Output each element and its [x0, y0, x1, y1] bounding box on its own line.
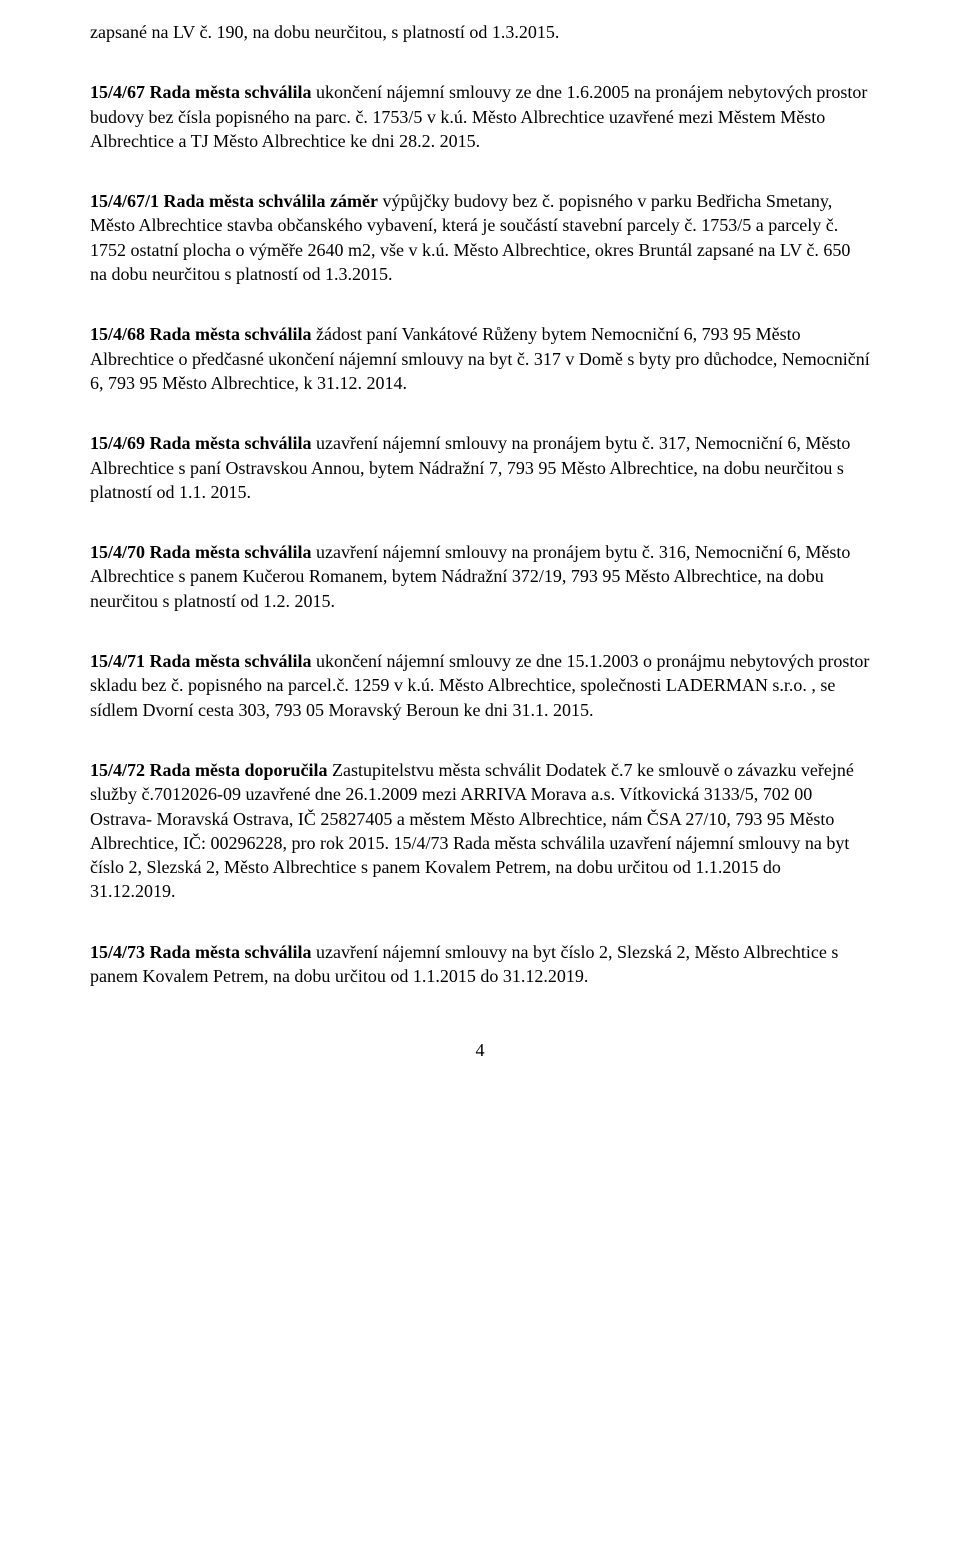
resolution-paragraph: 15/4/72 Rada města doporučila Zastupitel…: [90, 758, 870, 904]
resolution-heading: 15/4/70 Rada města schválila: [90, 542, 312, 562]
resolution-heading: 15/4/67/1 Rada města schválila záměr: [90, 191, 378, 211]
body-text: Zastupitelstvu města schválit Dodatek č.…: [90, 760, 854, 901]
resolution-heading: 15/4/69 Rada města schválila: [90, 433, 312, 453]
resolution-paragraph: 15/4/71 Rada města schválila ukončení ná…: [90, 649, 870, 722]
resolution-paragraph: 15/4/68 Rada města schválila žádost paní…: [90, 322, 870, 395]
body-text: zapsané na LV č. 190, na dobu neurčitou,…: [90, 22, 559, 42]
page-number: 4: [90, 1038, 870, 1062]
paragraph-continuation: zapsané na LV č. 190, na dobu neurčitou,…: [90, 20, 870, 44]
resolution-heading: 15/4/71 Rada města schválila: [90, 651, 312, 671]
resolution-heading: 15/4/73 Rada města schválila: [90, 942, 312, 962]
resolution-heading: 15/4/68 Rada města schválila: [90, 324, 312, 344]
resolution-paragraph: 15/4/67/1 Rada města schválila záměr výp…: [90, 189, 870, 286]
resolution-heading: 15/4/72 Rada města doporučila: [90, 760, 328, 780]
resolution-heading: 15/4/67 Rada města schválila: [90, 82, 312, 102]
resolution-paragraph: 15/4/70 Rada města schválila uzavření ná…: [90, 540, 870, 613]
resolution-paragraph: 15/4/67 Rada města schválila ukončení ná…: [90, 80, 870, 153]
resolution-paragraph: 15/4/69 Rada města schválila uzavření ná…: [90, 431, 870, 504]
resolution-paragraph: 15/4/73 Rada města schválila uzavření ná…: [90, 940, 870, 989]
